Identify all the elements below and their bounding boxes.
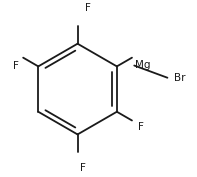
Text: F: F	[85, 3, 91, 13]
Text: F: F	[13, 61, 19, 70]
Text: F: F	[80, 163, 86, 173]
Text: Br: Br	[174, 73, 186, 83]
Text: Mg: Mg	[135, 60, 151, 70]
Text: F: F	[138, 122, 144, 132]
